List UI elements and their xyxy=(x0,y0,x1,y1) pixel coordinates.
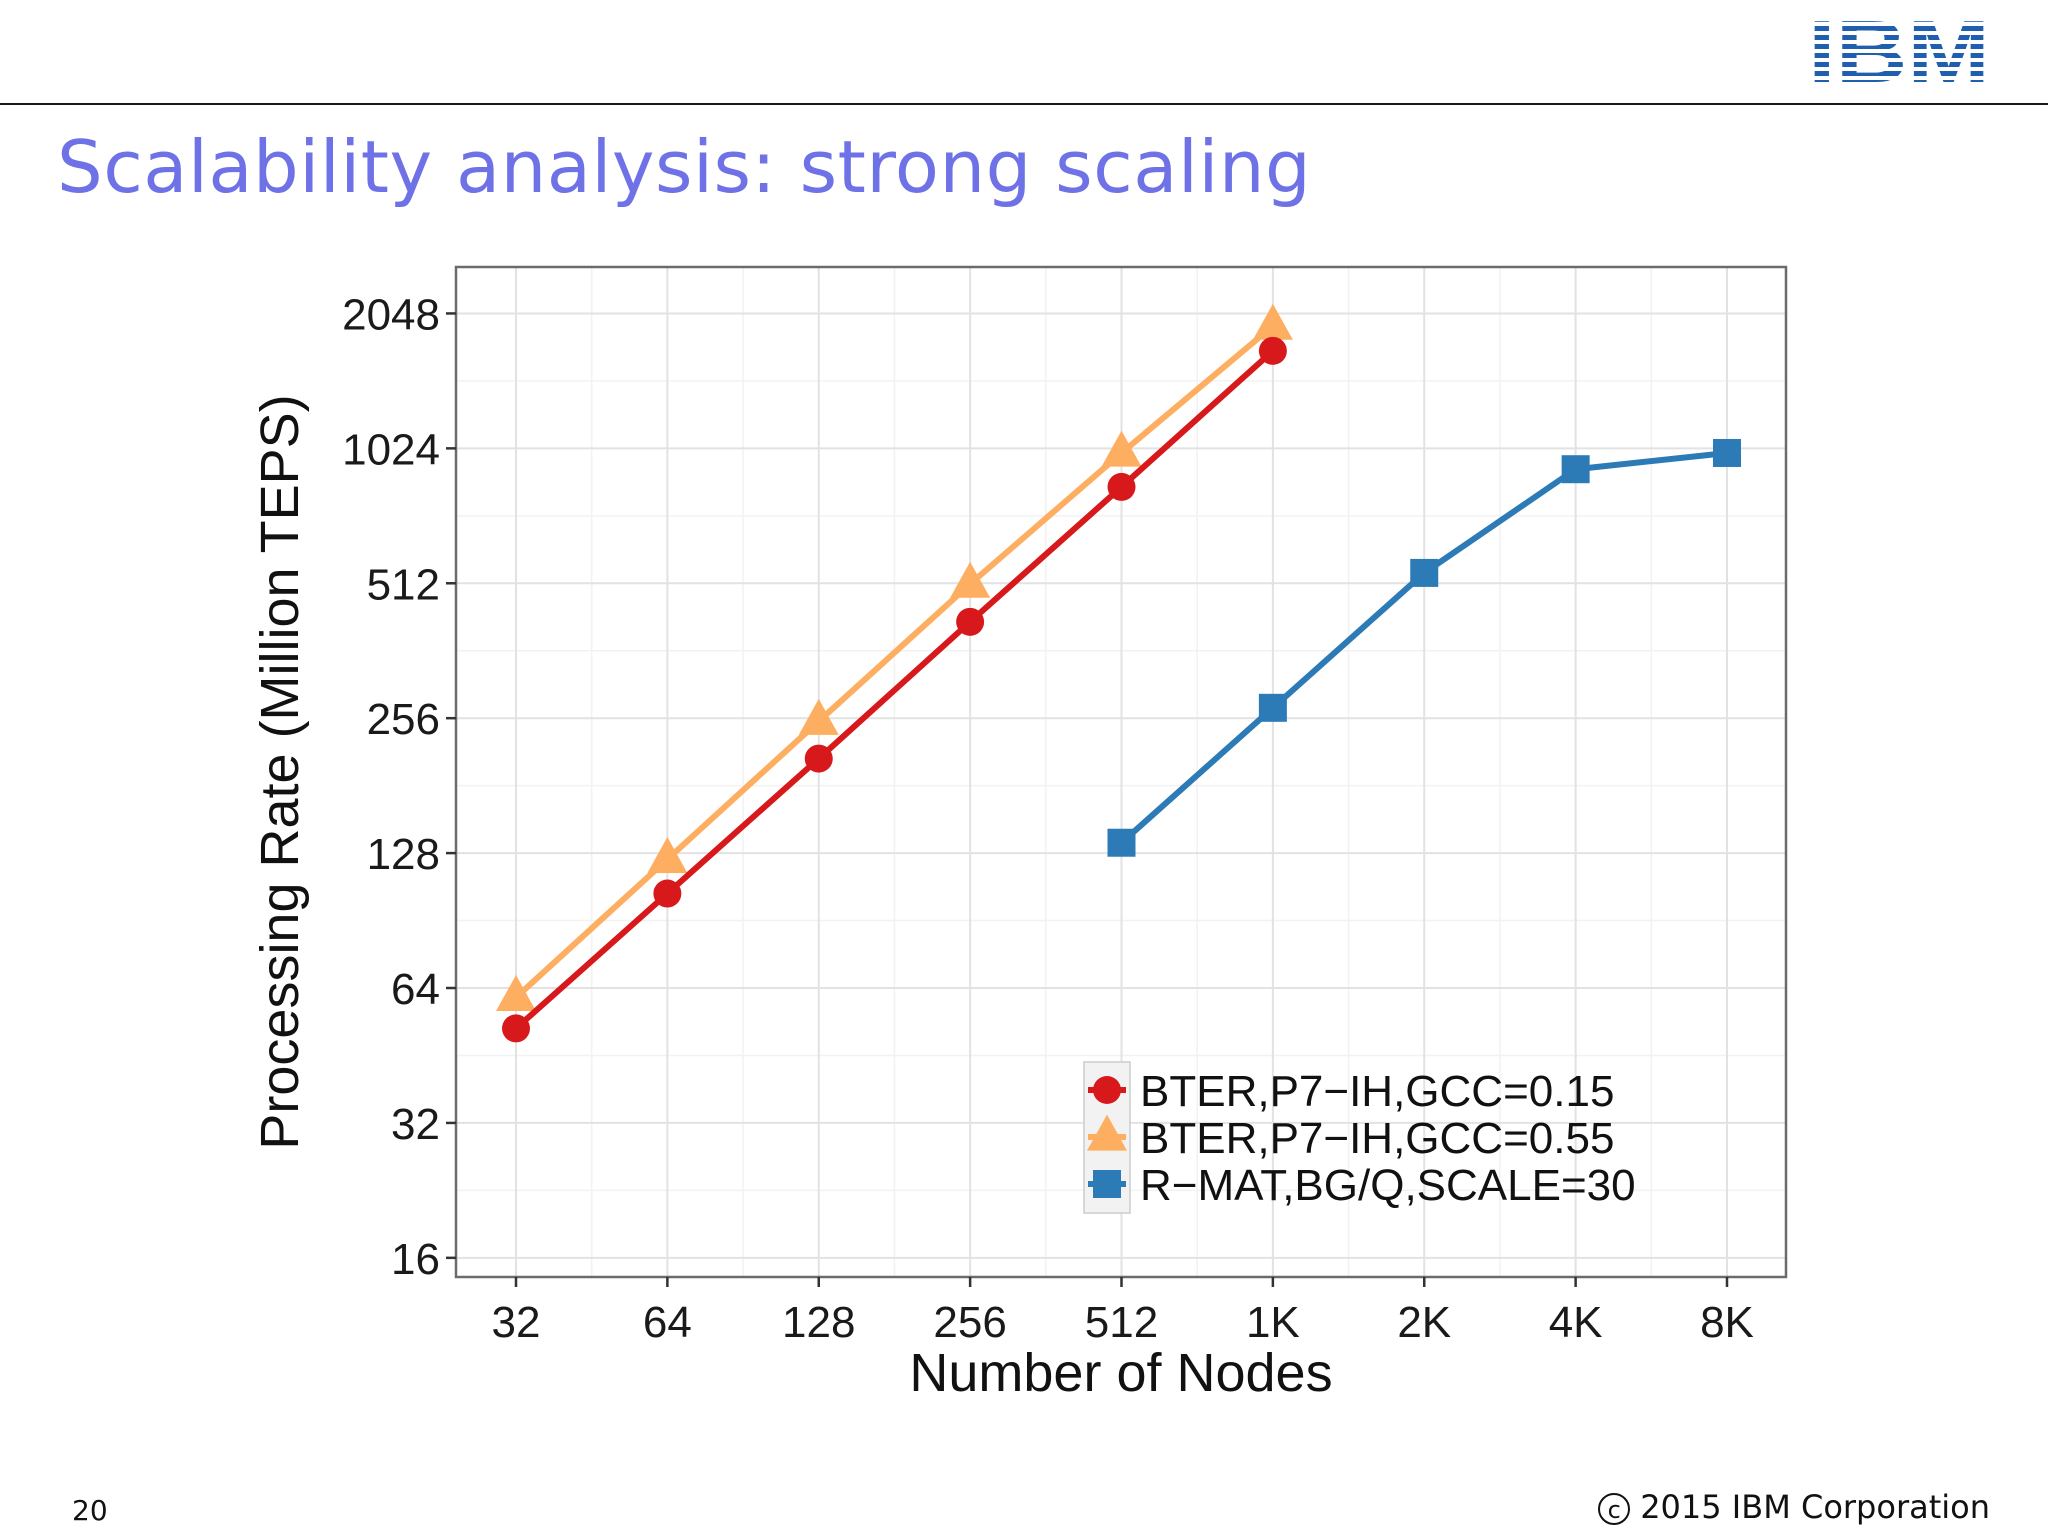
page-number: 20 xyxy=(72,1494,108,1527)
y-tick-label: 512 xyxy=(367,560,440,609)
x-tick-label: 512 xyxy=(1085,1298,1158,1347)
data-point xyxy=(502,1014,530,1043)
x-tick-label: 256 xyxy=(933,1298,1006,1347)
legend-key-marker xyxy=(1087,1114,1127,1151)
data-point xyxy=(1713,438,1741,467)
data-point xyxy=(1107,472,1136,501)
data-point xyxy=(798,698,839,735)
data-point xyxy=(950,561,991,598)
copyright-symbol-icon: c xyxy=(1598,1493,1631,1525)
x-tick-label: 2K xyxy=(1397,1298,1451,1347)
ibm-logo: IBM xyxy=(1808,2,1990,101)
data-point xyxy=(1101,430,1142,467)
ibm-logo-graphic: IBM xyxy=(1808,2,1990,101)
y-tick-label: 2048 xyxy=(342,290,440,339)
data-point xyxy=(804,744,833,773)
data-point xyxy=(1561,455,1590,484)
x-axis-title: Number of Nodes xyxy=(909,1343,1332,1403)
data-point xyxy=(1107,828,1136,857)
x-tick-label: 1K xyxy=(1246,1298,1300,1347)
series-line xyxy=(513,323,1276,1001)
data-point xyxy=(1258,693,1287,722)
legend-label: R−MAT,BG/Q,SCALE=30 xyxy=(1140,1161,1636,1210)
data-point xyxy=(1410,558,1439,587)
copyright-text: 2015 IBM Corporation xyxy=(1640,1488,1990,1526)
data-point xyxy=(496,975,536,1012)
strong-scaling-chart: 16 32 64 128 256 512 1024 2048 32 64 128 256 512 1K 2K… xyxy=(250,265,1788,1403)
data-point xyxy=(653,879,682,908)
y-tick-label: 16 xyxy=(391,1235,440,1284)
y-axis-title: Processing Rate (Million TEPS) xyxy=(250,394,310,1149)
x-tick-label: 8K xyxy=(1700,1298,1754,1347)
series-line xyxy=(513,347,1276,1032)
copyright-notice: c 2015 IBM Corporation xyxy=(1598,1488,1990,1526)
y-tick-label: 1024 xyxy=(342,425,440,474)
y-tick-label: 32 xyxy=(391,1100,440,1149)
legend-label: BTER,P7−IH,GCC=0.55 xyxy=(1140,1114,1614,1163)
x-tick-label: 64 xyxy=(643,1298,692,1347)
x-tick-label: 32 xyxy=(492,1298,541,1347)
data-point xyxy=(1252,303,1293,340)
slide-title: Scalability analysis: strong scaling xyxy=(57,125,1312,209)
legend-label: BTER,P7−IH,GCC=0.15 xyxy=(1140,1067,1614,1116)
data-point xyxy=(647,836,688,873)
data-point xyxy=(956,607,985,636)
y-tick-label: 128 xyxy=(367,830,440,879)
x-tick-label: 128 xyxy=(782,1298,855,1347)
y-tick-label: 64 xyxy=(391,965,440,1014)
data-point xyxy=(1258,336,1287,365)
x-tick-label: 4K xyxy=(1549,1298,1603,1347)
header-divider xyxy=(0,103,2048,105)
y-tick-label: 256 xyxy=(367,695,440,744)
